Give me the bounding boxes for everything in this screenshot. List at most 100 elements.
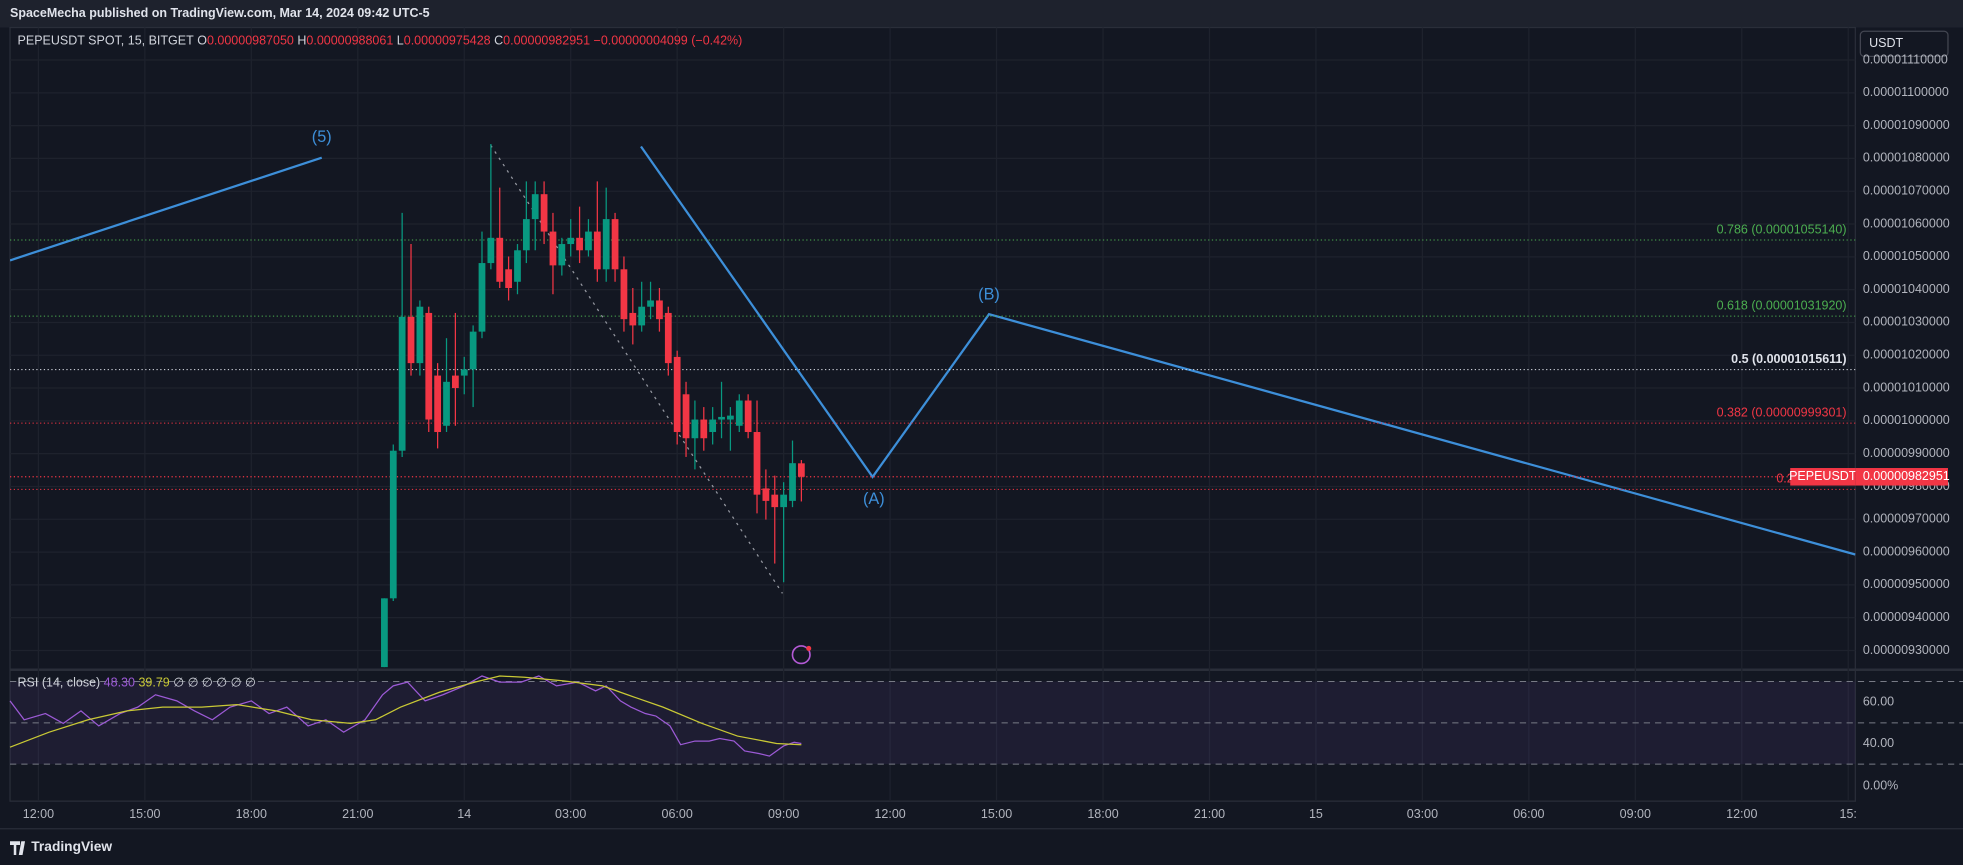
x-tick-label: 15	[1309, 807, 1323, 821]
candle-body	[434, 375, 442, 433]
candle-body	[797, 463, 805, 477]
candle-body	[576, 237, 583, 251]
top-bar	[0, 0, 1963, 28]
x-tick-label: 15:00	[129, 807, 160, 821]
y-tick-label: 0.00001050000	[1863, 249, 1950, 263]
x-tick-label: 14	[457, 807, 471, 821]
legend-change: −0.00000004099 (−0.42%)	[594, 34, 743, 48]
x-tick-label: 12:00	[1726, 807, 1757, 821]
candle-body	[487, 237, 495, 264]
candle-body	[549, 231, 557, 266]
x-tick-label: 12:00	[23, 807, 54, 821]
candle-body	[629, 312, 637, 326]
drawings	[10, 144, 1856, 594]
trend-line	[490, 144, 783, 594]
candle-body	[460, 369, 468, 376]
legend-key: H	[297, 34, 306, 48]
candle-body	[602, 219, 610, 270]
candle-body	[718, 416, 725, 420]
y-tick-label: 0.00000950000	[1863, 577, 1950, 591]
abc-line	[640, 145, 1856, 556]
event-icon[interactable]	[791, 645, 811, 665]
candle-body	[567, 237, 575, 245]
y-tick-label: 0.00000990000	[1863, 446, 1950, 460]
candle-body	[531, 194, 539, 220]
rsi-title: RSI (14, close)	[18, 676, 101, 690]
y-tick-label: 0.00001010000	[1863, 380, 1950, 394]
legend-key: O	[197, 34, 207, 48]
rsi-line	[9, 675, 802, 757]
candle-body	[398, 316, 406, 451]
rsi-line	[9, 675, 802, 748]
y-tick-label: 0.00001110000	[1863, 52, 1948, 66]
rsi-extra-label: 0.00%	[1863, 778, 1898, 792]
candle-body	[505, 269, 512, 289]
candle-body	[638, 306, 646, 326]
y-tick-label: 0.00001040000	[1863, 282, 1950, 296]
candle-body	[735, 400, 743, 426]
x-tick-label: 15:00	[981, 807, 1012, 821]
candle-body	[585, 231, 592, 251]
x-tick-label: 21:00	[1194, 807, 1225, 821]
x-tick-label: 21:00	[342, 807, 373, 821]
price-tag	[1855, 468, 1948, 486]
candle-body	[593, 231, 601, 270]
symbol-tag-label: PEPEUSDT	[1789, 469, 1857, 483]
y-tick-label: 0.00001020000	[1863, 348, 1950, 362]
rsi-legend: RSI (14, close) 48.30 39.79 ∅ ∅ ∅ ∅ ∅ ∅	[18, 676, 257, 690]
candle-body	[664, 312, 672, 364]
x-tick-label: 03:00	[555, 807, 586, 821]
y-tick-label: 0.00001100000	[1863, 85, 1949, 99]
currency[interactable]: USDT	[1869, 36, 1903, 50]
currency-button[interactable]	[1859, 30, 1949, 57]
candle-body	[682, 394, 690, 439]
candle-body	[700, 419, 708, 439]
wave-label: (A)	[863, 490, 885, 508]
y-tick-label: 0.00000940000	[1863, 610, 1950, 624]
y-tick-label: 0.00001080000	[1863, 151, 1950, 165]
candle-body	[407, 316, 415, 364]
fib-label: 0.618 (0.00001031920)	[1717, 298, 1847, 312]
candle-body	[753, 432, 761, 495]
x-tick-label: 12:00	[874, 807, 905, 821]
candle-body	[744, 400, 752, 433]
y-tick-label: 0.00001090000	[1863, 118, 1950, 132]
candle-body	[620, 269, 628, 320]
y-tick-label: 0.00000960000	[1863, 544, 1950, 558]
x-tick-label: 09:00	[768, 807, 799, 821]
legend-value: 0.00000987050	[207, 34, 294, 48]
x-tick-label: 06:00	[662, 807, 693, 821]
rsi-readout: 39.79	[138, 676, 169, 690]
x-tick-label: 18:00	[1087, 807, 1118, 821]
y-tick-label: 0.00001070000	[1863, 184, 1950, 198]
y-tick-label: 0.00001060000	[1863, 216, 1950, 230]
candle-body	[522, 219, 530, 251]
candle-body	[558, 244, 566, 266]
fib-label: 0.786 (0.00001055140)	[1717, 222, 1847, 236]
legend-key: L	[397, 34, 404, 48]
rsi-placeholders: ∅ ∅ ∅ ∅ ∅ ∅	[173, 676, 256, 690]
candle-body	[451, 375, 459, 389]
y-tick-label: 0.00001000000	[1863, 413, 1950, 427]
candle-body	[673, 356, 681, 433]
x-tick-label: 06:00	[1513, 807, 1544, 821]
candle-body	[762, 488, 770, 501]
candle-body	[416, 306, 424, 364]
wave-label: (5)	[312, 128, 332, 146]
legend-value: 0.00000975428	[404, 34, 491, 48]
candle-body	[780, 494, 788, 508]
symbol-tag	[1790, 468, 1856, 486]
legend-key: C	[494, 34, 503, 48]
event-dot	[806, 645, 812, 651]
candle-body	[469, 331, 477, 370]
y-tick-label: 0.00001030000	[1863, 315, 1950, 329]
x-tick-label: 18:00	[236, 807, 267, 821]
logo	[10, 841, 26, 855]
legend: PEPEUSDT SPOT, 15, BITGET O0.00000987050…	[18, 34, 743, 48]
fib-label: 0.382 (0.00000999301)	[1717, 405, 1847, 419]
candle-body	[389, 450, 397, 599]
candle-body	[709, 419, 717, 433]
candle-body	[425, 312, 433, 420]
candle-body	[496, 237, 504, 282]
